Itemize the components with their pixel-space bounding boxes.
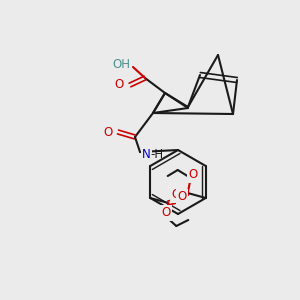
Text: OH: OH	[112, 58, 130, 70]
Text: O: O	[162, 206, 171, 220]
Text: O: O	[104, 125, 113, 139]
Text: N: N	[142, 148, 151, 161]
Text: O: O	[115, 79, 124, 92]
Text: -H: -H	[150, 148, 163, 161]
Text: O: O	[188, 169, 197, 182]
Text: O: O	[178, 190, 187, 203]
Text: O: O	[171, 188, 180, 202]
